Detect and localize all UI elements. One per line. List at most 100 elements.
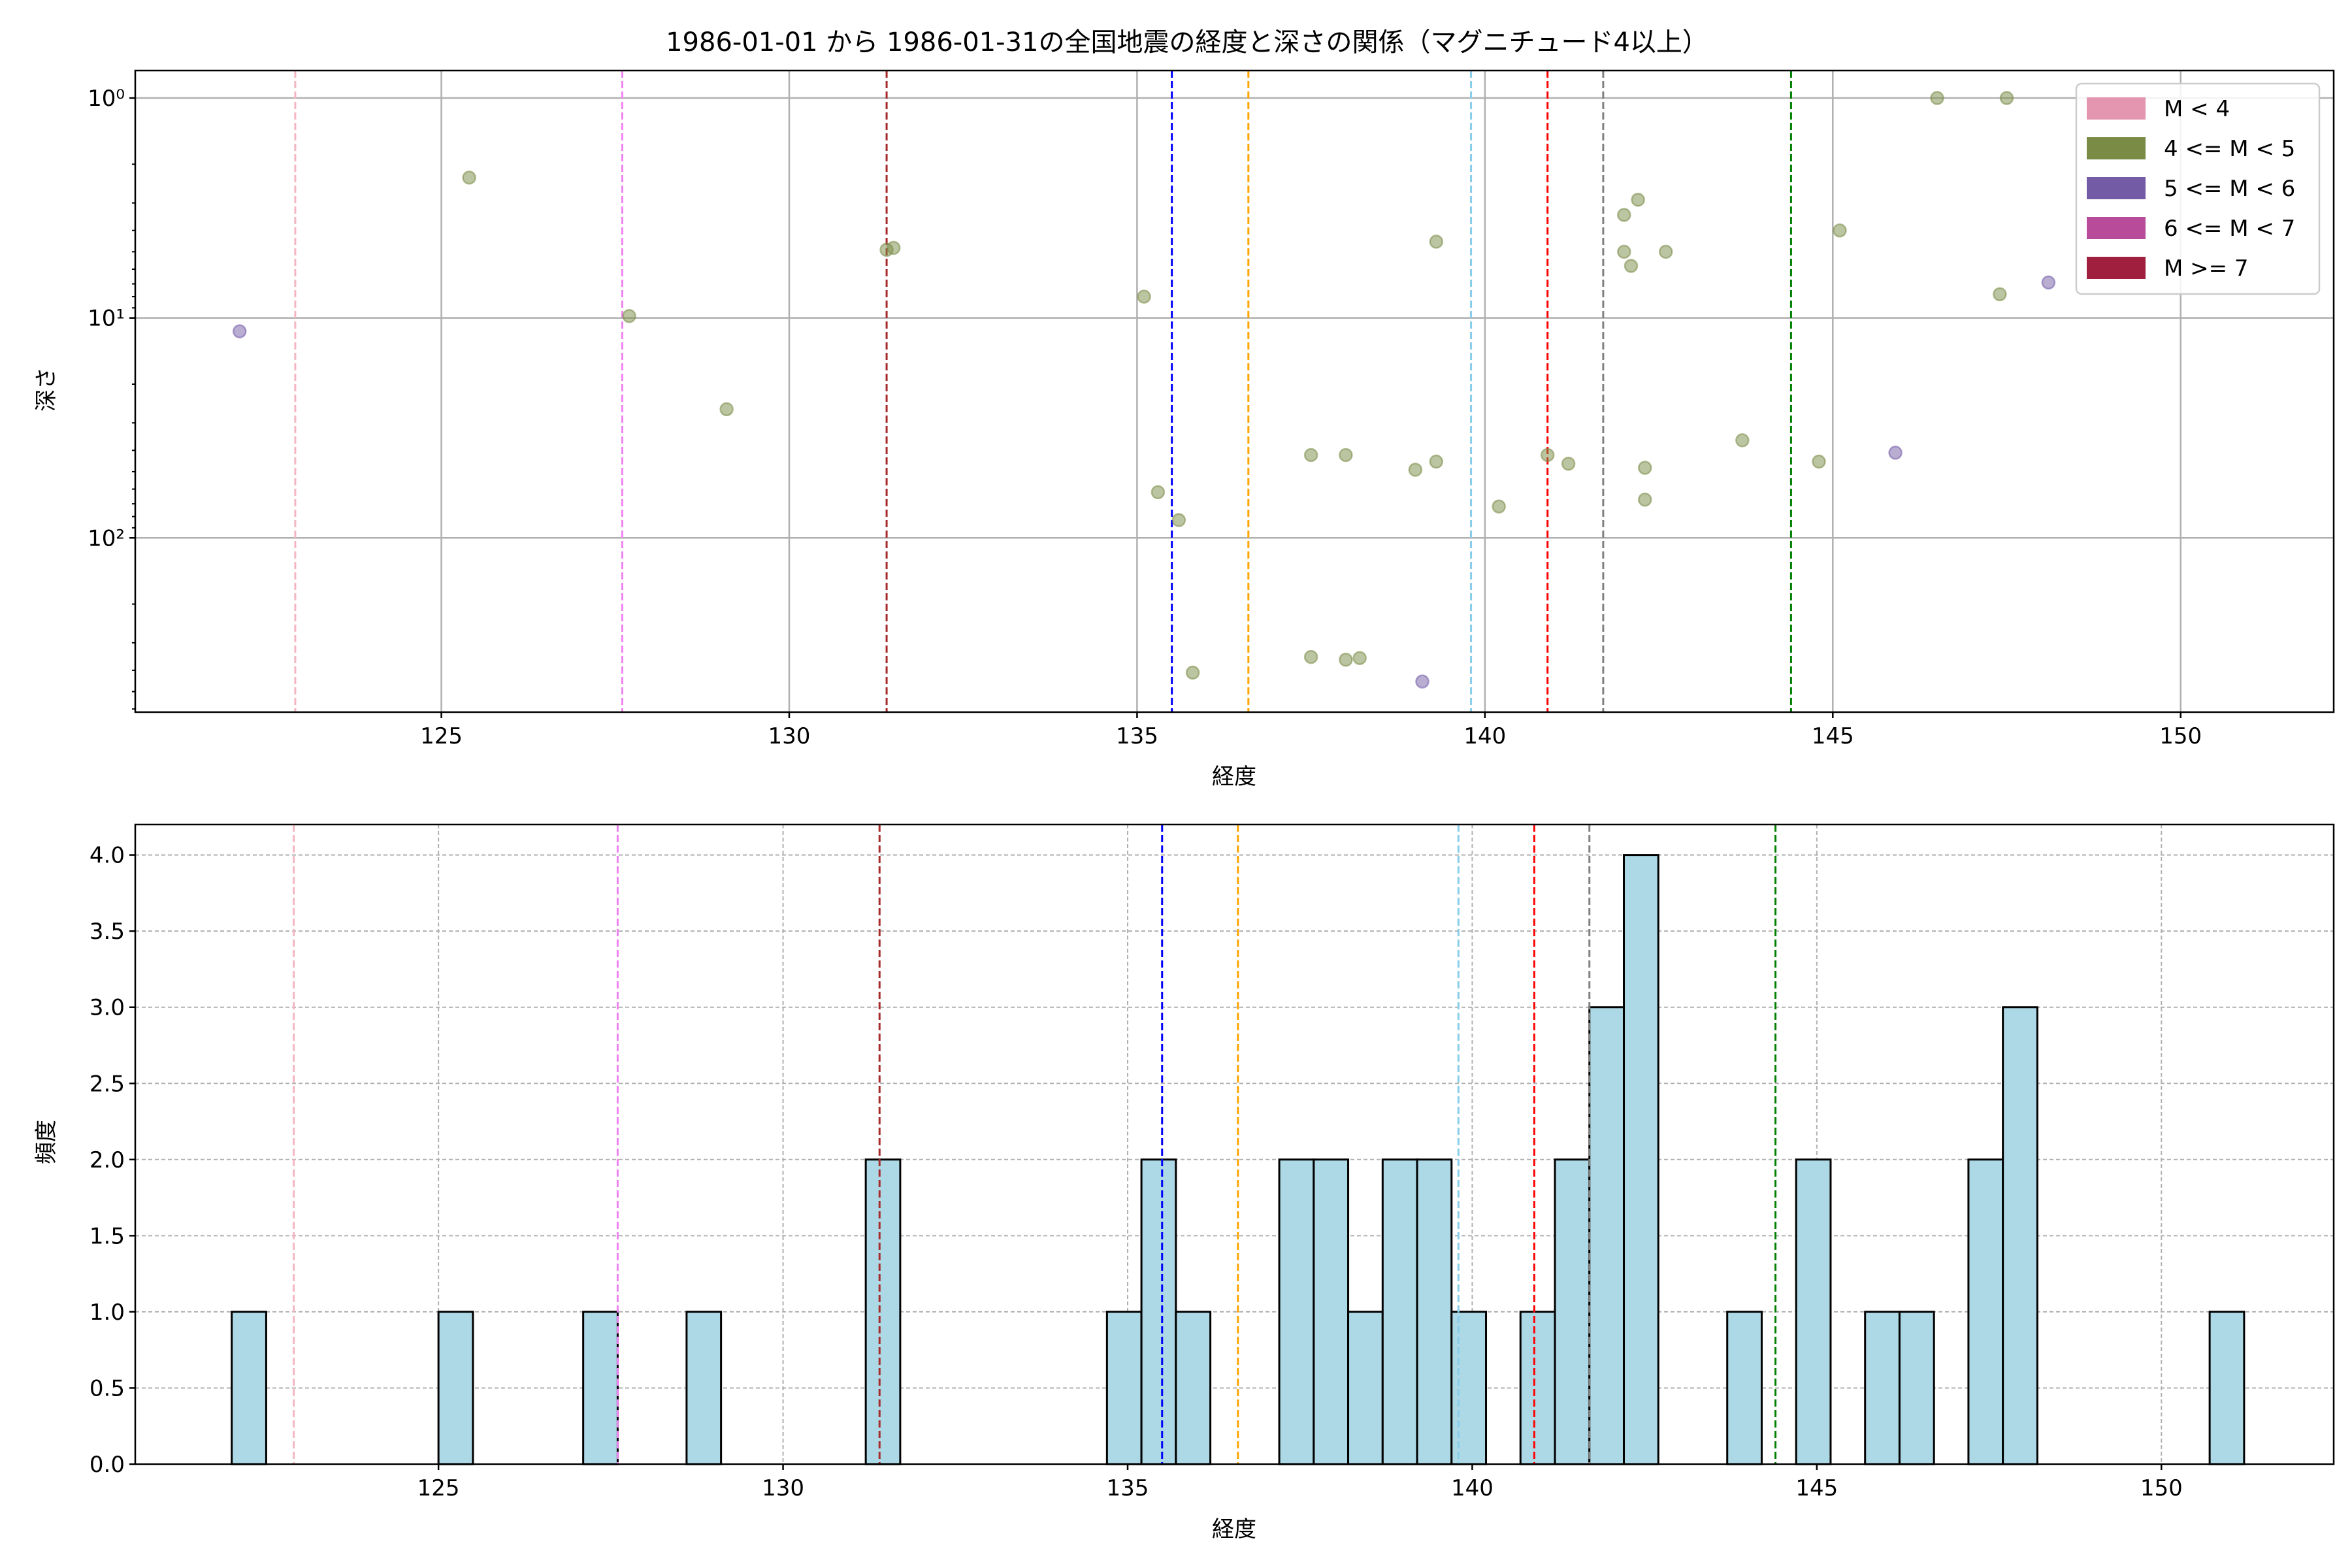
histogram-bar (1381, 1158, 1418, 1465)
scatter-point (622, 308, 636, 323)
histogram-bar (1795, 1158, 1832, 1465)
histogram-bar (1967, 1158, 2004, 1465)
legend-swatch (2087, 217, 2146, 239)
scatter-point (1339, 652, 1353, 667)
scatter-point (462, 171, 476, 185)
histogram-y-tick-label: 3.5 (90, 919, 125, 945)
histogram-x-tick-label: 140 (1451, 1475, 1494, 1501)
scatter-x-axis-label: 経度 (1212, 764, 1256, 790)
histogram-y-tick-label: 1.0 (90, 1299, 125, 1326)
histogram-y-tick-label: 1.5 (90, 1223, 125, 1249)
scatter-point (1638, 492, 1652, 507)
scatter-point (1561, 457, 1576, 471)
histogram-bar (1726, 1311, 1763, 1465)
scatter-x-tick-label: 135 (1116, 723, 1158, 749)
scatter-x-tick-label: 145 (1812, 723, 1854, 749)
scatter-y-axis-label: 深さ (33, 367, 59, 412)
scatter-y-tick-label: 10¹ (88, 306, 125, 332)
histogram-y-tick-label: 0.5 (90, 1375, 125, 1401)
scatter-point (1658, 244, 1673, 259)
scatter-point (1888, 446, 1903, 460)
histogram-bar (1519, 1311, 1556, 1465)
histogram-bar (1554, 1158, 1591, 1465)
histogram-y-tick-label: 2.5 (90, 1071, 125, 1097)
histogram-bar (1450, 1311, 1488, 1465)
histogram-bar (1278, 1158, 1315, 1465)
scatter-point (1492, 499, 1506, 514)
histogram-x-tick-label: 150 (2140, 1475, 2183, 1501)
scatter-point (1617, 208, 1631, 222)
scatter-point (1812, 454, 1826, 469)
scatter-point (2041, 275, 2056, 290)
histogram-y-tick-label: 3.0 (90, 995, 125, 1021)
histogram-plot-frame (134, 823, 2335, 1465)
histogram-bar (1105, 1311, 1143, 1465)
scatter-point (1171, 513, 1186, 527)
legend-label: 5 <= M < 6 (2164, 176, 2295, 202)
histogram-bar (685, 1311, 723, 1465)
chart-title: 1986-01-01 から 1986-01-31の全国地震の経度と深さの関係（マ… (666, 27, 1708, 57)
legend: M < 4 4 <= M < 5 5 <= M < 6 6 <= M < 7 M >= … (2075, 82, 2321, 295)
histogram-x-tick-label: 125 (417, 1475, 460, 1501)
legend-label: 6 <= M < 7 (2164, 216, 2295, 242)
scatter-point (1429, 235, 1444, 249)
scatter-point (1151, 485, 1166, 500)
histogram-y-axis-label: 頻度 (33, 1120, 59, 1164)
legend-swatch (2087, 257, 2146, 279)
scatter-point (1930, 91, 1944, 105)
scatter-point (1415, 674, 1429, 689)
scatter-x-tick-label: 150 (2159, 723, 2202, 749)
histogram-bar (1140, 1158, 1177, 1465)
histogram-bar (864, 1158, 902, 1465)
histogram-bar (1416, 1158, 1453, 1465)
legend-swatch (2087, 137, 2146, 159)
scatter-point (1303, 649, 1318, 664)
histogram-x-tick-label: 145 (1795, 1475, 1838, 1501)
scatter-point (1137, 289, 1151, 304)
histogram-y-tick-label: 0.0 (90, 1452, 125, 1478)
scatter-x-tick-label: 140 (1463, 723, 1506, 749)
histogram-bar (2208, 1311, 2246, 1465)
legend-swatch (2087, 97, 2146, 120)
scatter-point (719, 402, 734, 417)
scatter-point (1339, 448, 1353, 463)
histogram-bar (1347, 1311, 1384, 1465)
scatter-point (232, 324, 247, 338)
histogram-bar (1898, 1311, 1935, 1465)
histogram-y-tick-label: 4.0 (90, 843, 125, 869)
histogram-x-tick-label: 130 (762, 1475, 804, 1501)
scatter-point (1833, 223, 1847, 238)
histogram-bar (437, 1311, 474, 1465)
histogram-bar (1313, 1158, 1350, 1465)
scatter-y-tick-label: 10⁰ (88, 86, 125, 112)
scatter-x-tick-label: 130 (768, 723, 811, 749)
histogram-x-axis-label: 経度 (1212, 1516, 1256, 1543)
histogram-y-tick-label: 2.0 (90, 1147, 125, 1173)
scatter-point (1999, 91, 2014, 105)
scatter-point (1352, 651, 1367, 665)
scatter-point (1624, 259, 1639, 273)
histogram-bar (1175, 1311, 1212, 1465)
scatter-point (1735, 433, 1750, 448)
scatter-reference-lines (294, 71, 1792, 712)
scatter-point (1631, 192, 1645, 207)
histogram-bar (2002, 1006, 2038, 1465)
scatter-point (1303, 448, 1318, 463)
scatter-points (232, 91, 2056, 689)
scatter-y-tick-label: 10² (88, 525, 125, 551)
histogram-bar (231, 1311, 267, 1465)
histogram-x-tick-label: 135 (1107, 1475, 1149, 1501)
scatter-point (1638, 461, 1652, 475)
scatter-panel: 1986-01-01 から 1986-01-31の全国地震の経度と深さの関係（マ… (33, 27, 2335, 790)
histogram-bar (1622, 854, 1659, 1465)
histogram-reference-lines (293, 825, 1777, 1464)
scatter-point (1540, 448, 1555, 463)
scatter-plot-frame (134, 69, 2335, 713)
scatter-point (1429, 454, 1444, 469)
scatter-x-tick-label: 125 (420, 723, 463, 749)
legend-label: M >= 7 (2164, 255, 2249, 282)
histogram-bar (1864, 1311, 1901, 1465)
legend-label: 4 <= M < 5 (2164, 136, 2295, 162)
scatter-point (1408, 463, 1423, 477)
